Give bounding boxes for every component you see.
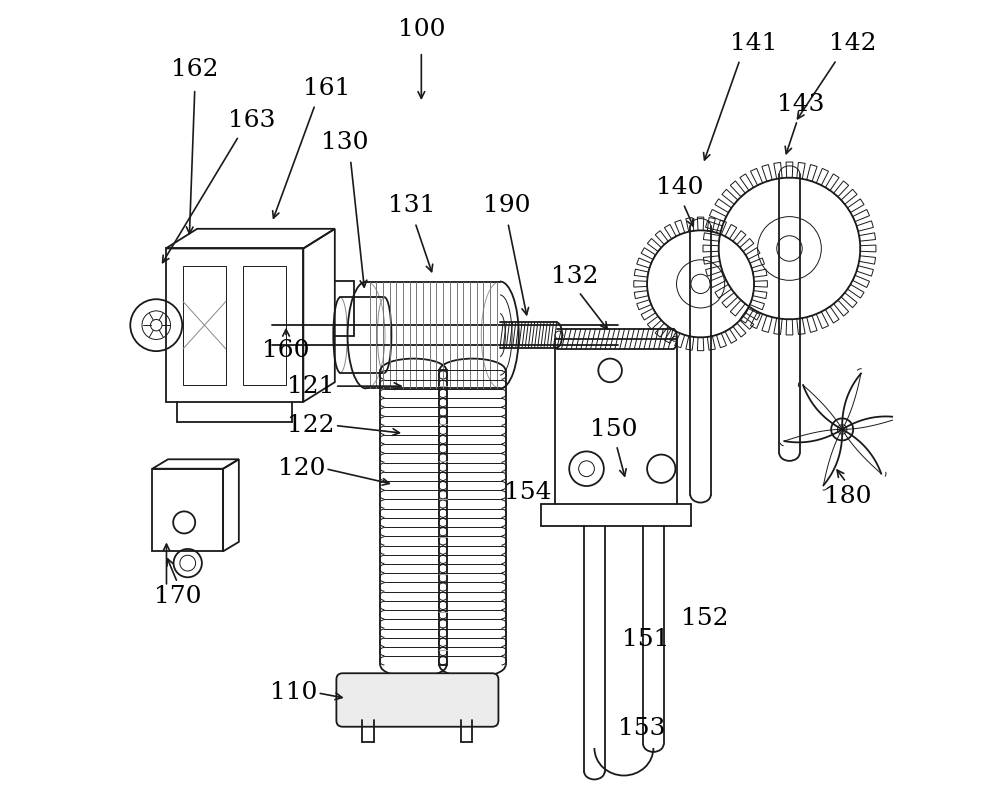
Text: 122: 122 xyxy=(287,414,335,437)
Text: 170: 170 xyxy=(154,585,201,608)
Text: 180: 180 xyxy=(824,485,871,507)
Text: 150: 150 xyxy=(590,418,638,441)
Text: 160: 160 xyxy=(262,340,310,362)
Text: 121: 121 xyxy=(287,374,335,398)
Text: 110: 110 xyxy=(270,682,318,704)
Text: 162: 162 xyxy=(171,58,219,81)
Text: 161: 161 xyxy=(303,77,351,100)
Text: 140: 140 xyxy=(656,177,703,199)
Text: 163: 163 xyxy=(228,109,276,132)
Text: 130: 130 xyxy=(321,131,368,154)
Text: 142: 142 xyxy=(829,32,876,55)
Text: 120: 120 xyxy=(278,457,325,480)
Text: 131: 131 xyxy=(388,194,436,217)
Text: 190: 190 xyxy=(483,194,530,217)
Text: 100: 100 xyxy=(398,18,445,41)
Text: 132: 132 xyxy=(551,265,598,288)
Text: 151: 151 xyxy=(622,628,669,651)
Text: 153: 153 xyxy=(618,717,665,740)
Text: 143: 143 xyxy=(777,93,824,116)
FancyBboxPatch shape xyxy=(336,673,498,727)
Text: 152: 152 xyxy=(681,607,728,630)
Text: 154: 154 xyxy=(504,481,551,504)
Text: 141: 141 xyxy=(730,32,777,55)
